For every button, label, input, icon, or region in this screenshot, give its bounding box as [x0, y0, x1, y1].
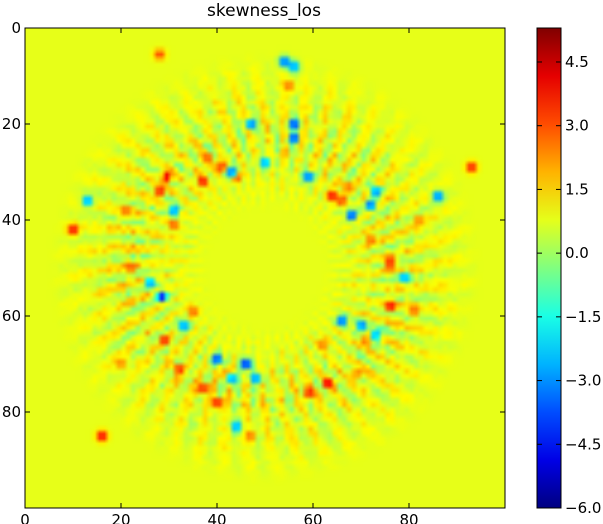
colorbar-ticks: 4.5 3.0 1.5 0.0 −1.5 −3.0 −4.5 −6.0 — [537, 53, 601, 517]
y-tick-label: 20 — [2, 115, 21, 133]
colorbar-frame — [536, 27, 562, 509]
colorbar-tick-label: 1.5 — [565, 180, 589, 198]
colorbar-tick-label: −4.5 — [565, 435, 601, 453]
colorbar-tick-label: −1.5 — [565, 308, 601, 326]
x-tick-label: 60 — [303, 511, 322, 524]
x-tick-label: 80 — [399, 511, 418, 524]
colorbar-gradient — [537, 28, 561, 508]
colorbar-tick-label: −6.0 — [565, 499, 601, 517]
colorbar-tick-label: −3.0 — [565, 372, 601, 390]
plot-area — [24, 27, 506, 509]
colorbar: 4.5 3.0 1.5 0.0 −1.5 −3.0 −4.5 −6.0 — [536, 27, 601, 517]
heatmap-image — [25, 28, 505, 508]
colorbar-tick-label: 0.0 — [565, 244, 589, 262]
colorbar-tick-label: 4.5 — [565, 53, 589, 71]
y-tick-label: 0 — [11, 19, 21, 37]
plot-frame — [24, 27, 506, 509]
chart-title: skewness_los — [207, 1, 321, 21]
y-tick-label: 80 — [2, 403, 21, 421]
y-tick-label: 40 — [2, 211, 21, 229]
y-tick-label: 60 — [2, 307, 21, 325]
colorbar-tick-label: 3.0 — [565, 117, 589, 135]
y-axis: 0 20 40 60 80 — [2, 19, 505, 421]
x-axis: 0 20 40 60 80 — [20, 28, 419, 524]
x-tick-label: 40 — [207, 511, 226, 524]
x-tick-label: 20 — [111, 511, 130, 524]
x-tick-label: 0 — [20, 511, 30, 524]
